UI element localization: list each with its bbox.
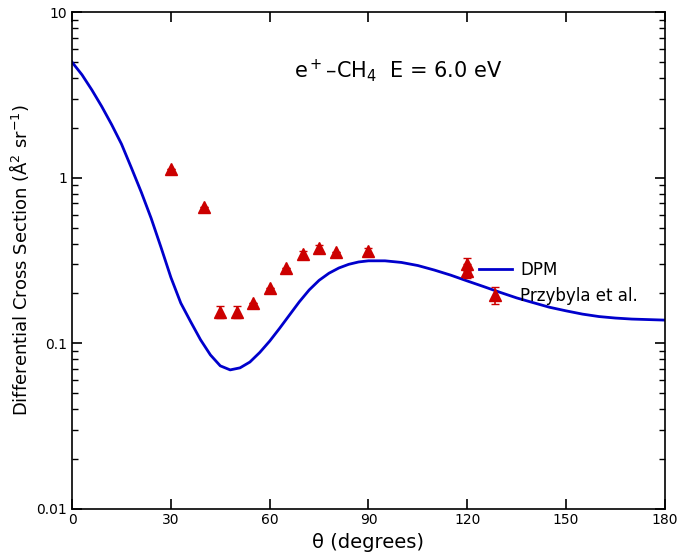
DPM [216,362,225,369]
DPM [345,261,353,268]
DPM [529,299,537,306]
DPM [479,283,488,290]
DPM [157,244,165,250]
X-axis label: θ (degrees): θ (degrees) [312,533,425,552]
DPM [137,189,145,196]
Y-axis label: Differential Cross Section (Å$^2$ sr$^{-1}$): Differential Cross Section (Å$^2$ sr$^{-… [7,105,31,416]
DPM [644,316,652,323]
DPM [206,352,214,358]
DPM [186,318,195,325]
DPM [256,349,264,356]
DPM [447,272,455,278]
DPM [236,364,244,371]
Legend: DPM, Przybyla et al.: DPM, Przybyla et al. [472,254,645,312]
DPM [197,337,205,343]
DPM [661,317,669,324]
DPM [305,287,313,293]
DPM [562,307,570,314]
DPM [430,267,438,273]
DPM [354,259,362,266]
DPM [364,258,373,264]
DPM [295,299,303,305]
DPM [381,258,389,264]
DPM [414,262,422,269]
DPM [595,313,603,320]
DPM [496,289,504,296]
DPM [226,367,234,373]
DPM [147,215,155,221]
Text: e$^+$–CH$_4$  E = 6.0 eV: e$^+$–CH$_4$ E = 6.0 eV [294,57,502,84]
DPM [627,316,636,323]
DPM [166,274,175,281]
DPM [397,259,406,266]
DPM [88,87,96,93]
DPM [127,164,136,171]
DPM [78,72,86,78]
DPM [108,121,116,128]
DPM [98,103,106,110]
DPM [117,141,125,148]
DPM [266,338,274,344]
Line: DPM: DPM [72,62,665,370]
DPM [463,278,471,285]
DPM [177,300,185,306]
DPM [286,312,294,319]
DPM [335,264,343,271]
DPM [68,59,76,65]
DPM [545,304,553,311]
DPM [315,277,323,284]
DPM [578,311,586,318]
DPM [325,270,333,277]
DPM [246,359,254,366]
DPM [611,315,619,321]
DPM [512,295,521,301]
DPM [275,325,284,331]
